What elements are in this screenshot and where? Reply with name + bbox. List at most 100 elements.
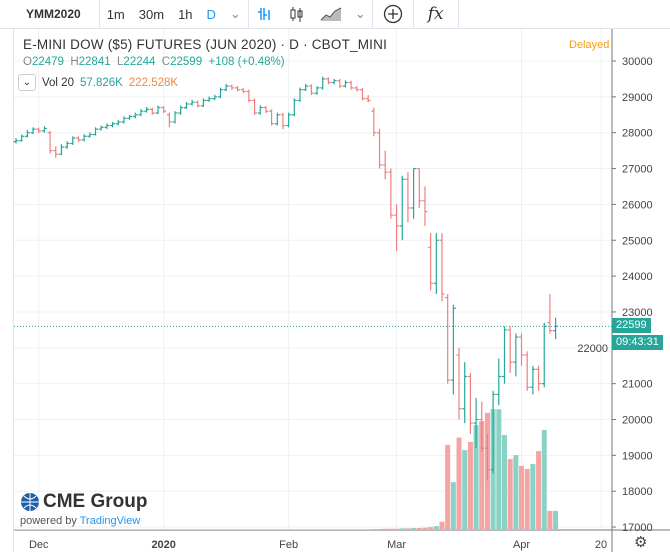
logo-text: CME Group	[43, 491, 148, 512]
ohlc-bar	[359, 87, 365, 101]
ohlc-bar	[138, 109, 144, 117]
area-chart-icon[interactable]	[313, 0, 349, 29]
price-tick-label: 21000	[622, 379, 653, 391]
volume-bar	[405, 528, 411, 530]
price-tick-label: 24000	[622, 271, 653, 283]
chart-type-chevron-down-icon[interactable]: ⌄	[354, 6, 366, 21]
volume-bar	[462, 450, 468, 530]
volume-bar	[422, 527, 428, 530]
ohlc-bar	[81, 134, 87, 142]
ohlc-bar	[75, 136, 81, 143]
divider	[247, 0, 249, 29]
ohlc-bar	[496, 358, 502, 406]
volume-bar	[513, 455, 519, 530]
divider	[371, 0, 373, 29]
ohlc-bar	[166, 112, 172, 128]
chart-legend: E-MINI DOW ($5) FUTURES (JUN 2020) · D ·…	[18, 37, 387, 91]
ohlc-bar	[178, 105, 184, 115]
ohlc-bar	[70, 136, 76, 145]
ohlc-bar	[286, 112, 292, 128]
divider	[412, 0, 414, 29]
ohlc-bar	[24, 129, 30, 138]
indicators-icon[interactable]: fx	[427, 4, 444, 24]
volume-bar	[553, 510, 559, 530]
ohlc-bar	[13, 138, 19, 144]
symbol-search[interactable]: YMM2020	[26, 7, 81, 21]
ohlc-bar	[240, 87, 246, 94]
price-tick-label: 20000	[622, 415, 653, 427]
volume-bar	[428, 527, 434, 530]
interval-d[interactable]: D	[206, 6, 216, 22]
interval-chevron-down-icon[interactable]: ⌄	[229, 6, 241, 21]
volume-bar	[467, 441, 473, 530]
volume-value: 57.826K	[79, 76, 123, 89]
interval-1h[interactable]: 1h	[178, 6, 193, 22]
top-toolbar: YMM2020 1m 30m 1h D ⌄ ⌄ fx	[0, 0, 670, 29]
ohlc-bar	[399, 175, 405, 241]
volume-bar	[496, 409, 502, 530]
ohlc-bar	[144, 106, 150, 113]
ohlc-bar	[331, 78, 337, 85]
ohlc-bar	[98, 125, 104, 131]
ohlc-bar	[541, 322, 547, 388]
ohlc-bar	[524, 351, 530, 391]
time-tick-label: 2020	[151, 539, 175, 551]
cme-globe-icon	[21, 493, 39, 511]
ohlc-bar	[115, 119, 121, 126]
candles-icon[interactable]	[281, 0, 313, 29]
ohlc-bar	[547, 294, 553, 334]
ohlc-bar	[110, 121, 116, 128]
ohlc-bar	[280, 112, 286, 130]
last-price-label: 22599	[612, 318, 651, 334]
volume-bar	[456, 437, 462, 530]
left-toolbar-strip	[0, 29, 14, 552]
ohlc-bar	[490, 390, 496, 474]
powered-by-text: powered by	[20, 515, 77, 527]
volume-bar	[399, 528, 405, 530]
ohlc-bar	[257, 105, 263, 115]
ohlc-bar	[314, 86, 320, 95]
volume-bar	[445, 444, 451, 530]
ohlc-bar	[212, 94, 218, 101]
time-tick-label: Mar	[387, 539, 406, 551]
volume-bar	[547, 510, 553, 530]
ohlc-bar	[104, 123, 110, 130]
interval-1m[interactable]: 1m	[106, 6, 125, 22]
ohlc-bar	[246, 89, 252, 103]
ohlc-bar	[394, 204, 400, 252]
price-tick-label: 28000	[622, 128, 653, 140]
ohlc-bar	[354, 86, 360, 92]
ohlc-bar	[405, 172, 411, 223]
ohlc-bar	[36, 127, 42, 134]
divider	[457, 0, 459, 29]
change-value: +108 (+0.48%)	[208, 56, 285, 68]
close-label: C	[161, 56, 171, 68]
low-label: L	[117, 56, 124, 68]
ohlc-bar	[149, 107, 155, 115]
ohlc-bar	[291, 98, 297, 117]
ohlc-bar	[371, 107, 377, 137]
ohlc-bar	[536, 365, 542, 391]
interval-30m[interactable]: 30m	[138, 6, 165, 22]
cme-group-logo[interactable]: CME Group powered by TradingView	[20, 491, 148, 527]
ohlc-bar	[445, 294, 451, 384]
volume-bar	[433, 526, 439, 530]
ohlc-bar	[439, 233, 445, 302]
volume-bar	[411, 528, 417, 530]
add-compare-icon[interactable]	[373, 0, 413, 29]
settings-gear-icon[interactable]: ⚙	[634, 534, 647, 551]
bars-icon[interactable]	[249, 0, 281, 29]
ohlc-bar	[388, 168, 394, 219]
volume-bar	[394, 528, 400, 530]
ohlc-bar	[484, 433, 490, 481]
ohlc-bar	[479, 401, 485, 452]
ohlc-bar	[513, 333, 519, 377]
tradingview-link[interactable]: TradingView	[79, 515, 141, 527]
volume-bar	[530, 464, 536, 530]
ohlc-bar	[325, 77, 331, 85]
ohlc-bar	[377, 129, 383, 169]
ohlc-bar	[132, 112, 138, 119]
ohlc-bar	[19, 134, 25, 142]
collapse-chevron-down-icon[interactable]: ⌄	[18, 74, 36, 91]
